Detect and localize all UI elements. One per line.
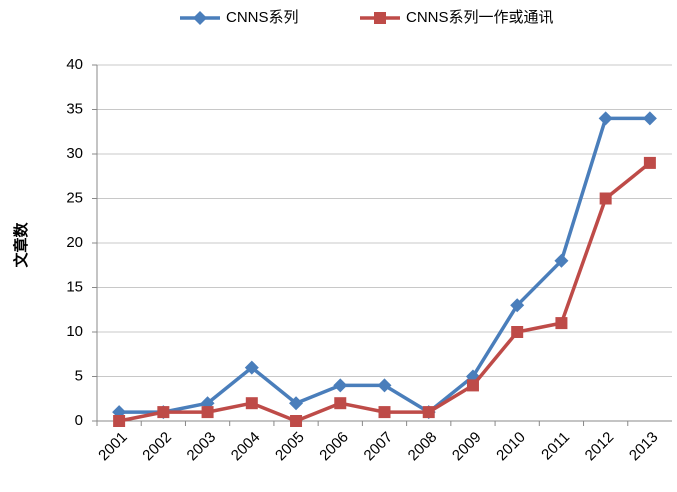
series-line (119, 116, 650, 414)
data-point (598, 111, 613, 126)
data-point (422, 406, 435, 419)
data-point (599, 192, 612, 205)
data-point (642, 111, 657, 126)
y-tick-label: 15 (66, 278, 83, 295)
x-tick-label: 2013 (626, 429, 662, 465)
x-tick-label: 2006 (316, 429, 352, 465)
x-tick-label: 2004 (228, 429, 264, 465)
y-tick-label: 35 (66, 100, 83, 117)
x-tick-label: 2012 (582, 429, 618, 465)
data-point (157, 406, 170, 419)
legend-label: CNNS系列 (226, 9, 299, 26)
x-tick-label: 2008 (405, 429, 441, 465)
y-tick-label: 40 (66, 56, 83, 73)
data-point (245, 397, 258, 410)
legend-label: CNNS系列一作或通讯 (406, 9, 554, 26)
data-point (554, 253, 569, 268)
data-point (113, 415, 126, 427)
x-tick-label: 2011 (538, 429, 573, 464)
x-tick-label: 2003 (184, 429, 220, 465)
data-point (244, 360, 259, 375)
y-tick-label: 5 (75, 367, 83, 384)
legend-marker (374, 12, 386, 24)
y-tick-label: 30 (66, 145, 83, 162)
data-point (510, 298, 525, 313)
y-axis-label: 文章数 (12, 222, 30, 268)
x-tick-label: 2002 (139, 429, 175, 465)
data-point (333, 378, 348, 393)
data-point (643, 156, 656, 169)
y-tick-label: 20 (66, 234, 83, 251)
x-tick-label: 2007 (361, 429, 397, 465)
data-point (377, 378, 392, 393)
data-point (334, 397, 347, 410)
y-tick-label: 25 (66, 189, 83, 206)
data-point (378, 406, 391, 419)
y-tick-label: 10 (66, 323, 83, 340)
y-tick-label: 0 (75, 412, 83, 429)
data-point (201, 406, 214, 419)
data-point (555, 317, 568, 330)
x-tick-label: 2001 (95, 429, 131, 465)
data-point (289, 396, 304, 411)
data-point (290, 415, 303, 427)
data-point (466, 379, 479, 392)
legend-marker (193, 11, 207, 25)
x-tick-label: 2010 (493, 429, 529, 465)
data-point (511, 326, 524, 338)
x-tick-label: 2009 (449, 429, 485, 465)
x-tick-label: 2005 (272, 429, 308, 465)
